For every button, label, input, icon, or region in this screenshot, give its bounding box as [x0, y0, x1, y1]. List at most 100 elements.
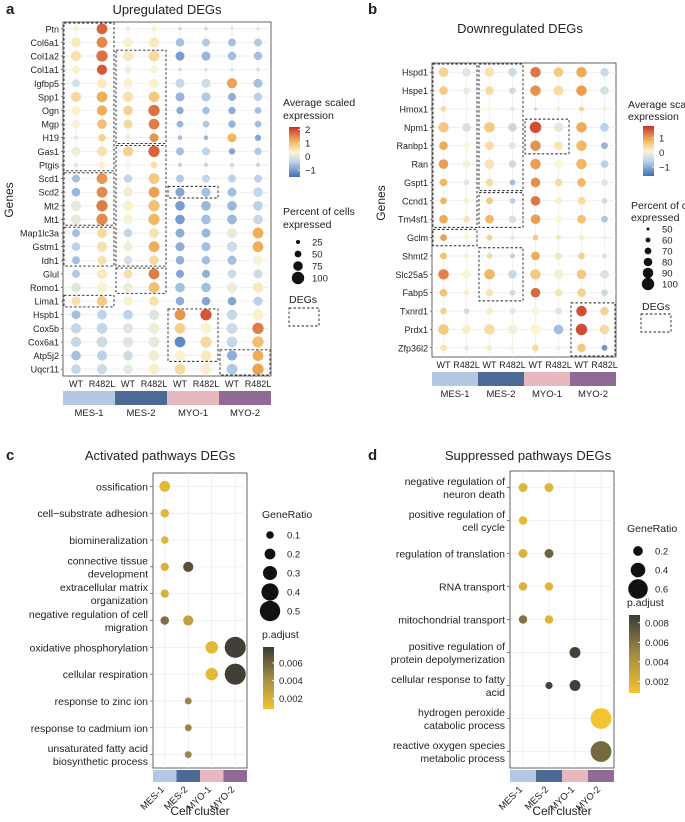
b-dot: [486, 307, 493, 315]
b-gene-label: Npm1: [404, 123, 428, 133]
a-dot: [70, 200, 82, 211]
d-cluster-bar: [536, 770, 562, 782]
b-dot: [464, 345, 469, 351]
a-dot: [123, 256, 133, 265]
b-dot: [530, 324, 541, 335]
a-dot: [201, 187, 211, 197]
c-generatio-legend-label: 0.2: [287, 550, 300, 561]
a-dot: [149, 296, 159, 306]
b-cluster-label: MYO-1: [532, 389, 562, 400]
a-pct-legend-dot: [294, 250, 302, 258]
a-dot: [71, 37, 81, 48]
b-deg-box: [478, 247, 524, 302]
a-dot: [123, 174, 133, 183]
a-dot: [72, 65, 80, 74]
panel-b-deg-boxes: [432, 63, 616, 357]
a-condition-label: R482L: [89, 379, 116, 389]
d-generatio-legend-label: 0.2: [655, 547, 668, 558]
b-dot: [438, 122, 449, 133]
a-dot: [201, 228, 211, 238]
a-dot: [177, 135, 183, 141]
c-padj-tick-label: 0.002: [279, 694, 303, 705]
a-gene-label: Cox6a1: [28, 337, 59, 347]
b-dot: [484, 269, 495, 280]
b-cluster-bar: [478, 372, 524, 386]
a-cluster-label: MYO-2: [230, 408, 260, 419]
b-dot: [438, 324, 449, 335]
panel-a-gene-labels: Ptn Col6a1 Col1a2 Col1a1 Igfbp5 Spp1 Ogn Mgp H19…: [20, 24, 63, 375]
a-dot: [203, 135, 209, 141]
b-dot: [600, 123, 609, 132]
c-pathway-label: extracellular matrix: [60, 582, 149, 594]
a-gene-label: Cox5b: [33, 324, 59, 334]
a-deg-box: [167, 308, 219, 362]
a-dot: [252, 241, 264, 253]
panel-a-pct-legend-title-2: expressed: [283, 219, 332, 231]
b-dot: [578, 234, 585, 241]
a-dot: [122, 50, 134, 62]
d-cluster-bar: [588, 770, 614, 782]
a-dot: [228, 120, 236, 128]
panel-c-xlabel: Cell cluster: [170, 804, 229, 818]
d-pathway-label: cellular response to fatty: [391, 674, 506, 686]
b-gene-label: Slc25a5: [395, 270, 428, 280]
b-dot: [438, 67, 449, 77]
panel-a-pct-legend-title-1: Percent of cells: [283, 206, 355, 218]
a-dot: [73, 162, 79, 168]
a-dot: [148, 282, 160, 293]
b-dot: [486, 234, 493, 241]
a-gene-label: Col1a2: [30, 52, 59, 62]
panel-a-plot-frame: [62, 21, 272, 377]
d-pathway-label: acid: [486, 687, 505, 699]
panel-b-color-bar: [643, 126, 654, 176]
b-dot: [464, 235, 469, 240]
b-dot: [463, 289, 470, 296]
b-dot: [485, 141, 494, 150]
c-pathway-label: negative regulation of cell: [29, 609, 148, 621]
a-dot: [227, 133, 237, 143]
a-gene-label: Idh1: [41, 256, 59, 266]
a-dot: [176, 120, 184, 128]
b-dot: [509, 87, 516, 94]
d-dot: [544, 615, 554, 624]
b-dot: [530, 140, 541, 151]
a-dot: [98, 134, 106, 142]
b-pct-legend-label: 100: [662, 280, 678, 291]
a-dot: [96, 105, 108, 116]
a-color-tick-label: −1: [305, 166, 316, 177]
b-dot: [600, 86, 609, 95]
b-deg-box: [478, 192, 524, 228]
panel-b-degs-legend-box: [640, 313, 672, 333]
b-dot: [439, 288, 448, 297]
panel-b-gene-labels: Hspd1 Hspe1 Hmox1 Npm1 Ranbp1 Ran Gspt1 Ccnd1 Tm…: [395, 68, 432, 353]
a-dot: [96, 350, 108, 361]
d-padj-tick-label: 0.002: [645, 677, 669, 688]
a-dot: [174, 350, 186, 361]
a-dot: [122, 200, 134, 211]
a-condition-label: R482L: [193, 379, 220, 389]
panel-b-pct-legend-title-2: expressed: [631, 212, 680, 224]
b-dot: [600, 67, 609, 77]
a-dot: [96, 282, 108, 293]
a-dot: [252, 363, 264, 375]
panel-d-letter: d: [368, 447, 377, 464]
a-dot: [201, 256, 211, 265]
b-dot: [600, 306, 609, 316]
c-generatio-legend-label: 0.3: [287, 569, 300, 580]
a-gene-label: H19: [42, 133, 59, 143]
panel-c-activated: c Activated pathways DEGs ossification ce…: [6, 447, 312, 818]
b-dot: [530, 287, 541, 298]
a-dot: [253, 255, 263, 266]
a-dot: [96, 213, 108, 226]
d-padj-tick-label: 0.006: [645, 638, 669, 649]
a-gene-label: Map1lc3a: [20, 229, 59, 239]
b-cluster-label: MES-1: [440, 389, 469, 400]
b-dot: [554, 141, 563, 150]
panel-b-avg-legend-title-2: expression: [628, 111, 679, 123]
a-deg-box: [63, 294, 115, 308]
a-dot: [122, 336, 134, 348]
a-pct-legend-label: 75: [312, 262, 323, 273]
